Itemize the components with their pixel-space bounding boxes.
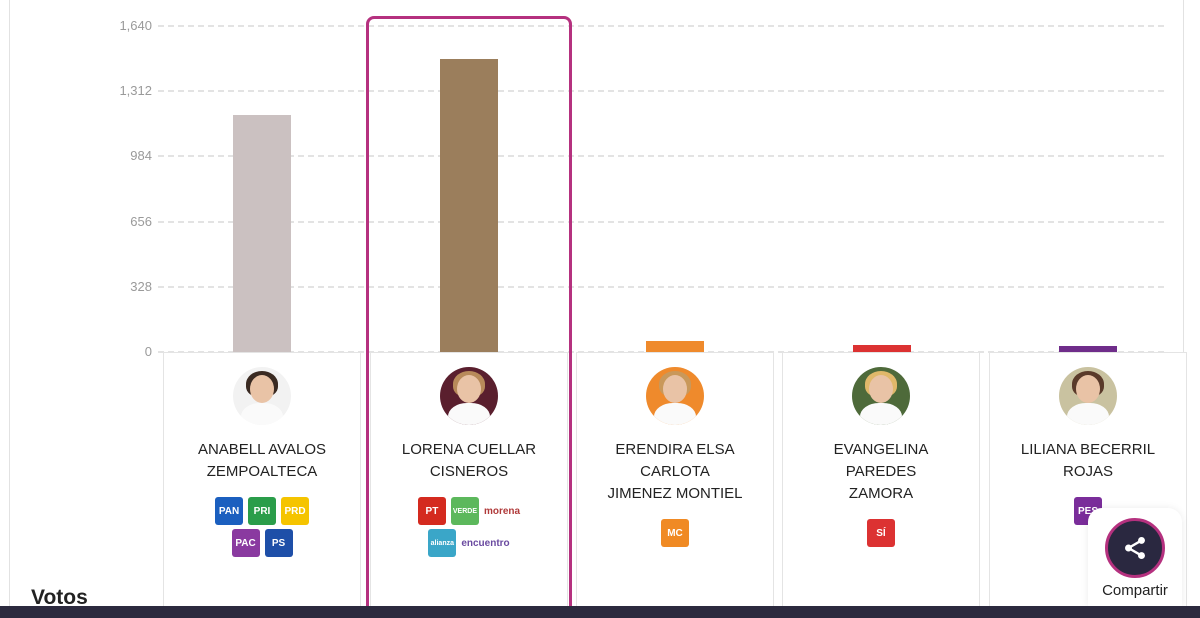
gridline [158, 90, 1164, 93]
gridline [158, 25, 1164, 27]
y-axis-tick-label: 984 [130, 148, 152, 164]
party-logo-pt: PT [417, 497, 446, 525]
share-icon [1125, 536, 1145, 560]
vote-bar[interactable] [233, 115, 291, 352]
party-logo-morena: morena [483, 505, 521, 517]
y-axis-tick-label: 1,640 [119, 18, 152, 33]
share-label: Compartir [1102, 582, 1168, 599]
party-logo-alianza: alianza [428, 529, 457, 557]
candidate-avatar [233, 367, 291, 425]
candidate-name: ANABELL AVALOS ZEMPOALTECA [164, 439, 360, 483]
candidate-name-line: ROJAS [1062, 463, 1113, 480]
candidate-avatar [646, 367, 704, 425]
party-logo-encuentro: encuentro [461, 537, 510, 549]
y-axis-tick-label: 0 [144, 344, 152, 359]
party-logo-s: SÍ [867, 519, 895, 547]
gridline [158, 155, 1164, 158]
party-logos: PAN PRI PRD PAC PS [164, 497, 360, 557]
candidate-name-line: CISNEROS [429, 463, 509, 480]
section-title-votos: Votos [31, 586, 88, 609]
party-logos: MC [577, 519, 773, 547]
candidate-name: LILIANA BECERRIL ROJAS [990, 439, 1186, 483]
vote-bar[interactable] [1059, 346, 1117, 352]
vote-bar[interactable] [646, 341, 704, 352]
party-logo-prd: PRD [281, 497, 309, 525]
y-axis-tick-label: 656 [130, 213, 152, 229]
candidate-name-line: CARLOTA [640, 463, 710, 480]
gridline [158, 220, 1164, 223]
share-widget: Compartir [1088, 508, 1182, 606]
party-logos: PT VERDE morena alianza encuentro [371, 497, 567, 557]
candidate-card[interactable]: ERENDIRA ELSA CARLOTA JIMENEZ MONTIEL MC [576, 352, 774, 606]
candidate-name: ERENDIRA ELSA CARLOTA JIMENEZ MONTIEL [577, 439, 773, 505]
candidate-name-line: ANABELL AVALOS [197, 441, 327, 458]
vote-bar[interactable] [853, 345, 911, 352]
party-logo-pan: PAN [215, 497, 243, 525]
candidate-name: LORENA CUELLAR CISNEROS [371, 439, 567, 483]
gridline [158, 285, 1164, 288]
y-axis-tick-label: 328 [130, 278, 152, 294]
candidate-name-line: ZAMORA [848, 485, 914, 502]
bottom-toolbar [0, 606, 1200, 618]
party-logo-pac: PAC [231, 529, 260, 557]
party-logo-pri: PRI [248, 497, 276, 525]
candidate-card[interactable]: ANABELL AVALOS ZEMPOALTECA PAN PRI PRD PAC PS [163, 352, 361, 606]
share-button[interactable] [1105, 518, 1165, 578]
candidate-name-line: LORENA CUELLAR [401, 441, 537, 458]
party-logo-ps: PS [264, 529, 293, 557]
candidate-avatar [1059, 367, 1117, 425]
candidate-name-line: LILIANA BECERRIL [1020, 441, 1156, 458]
candidate-name-line: ZEMPOALTECA [206, 463, 318, 480]
candidate-avatar [440, 367, 498, 425]
y-axis-tick-label: 1,312 [119, 83, 152, 99]
candidate-name: EVANGELINA PAREDES ZAMORA [783, 439, 979, 505]
candidate-avatar [852, 367, 910, 425]
candidate-card[interactable]: LORENA CUELLAR CISNEROS PT VERDE morena alian… [370, 352, 568, 606]
candidate-name-line: PAREDES [845, 463, 917, 480]
right-divider [1183, 0, 1184, 606]
party-logos: SÍ [783, 519, 979, 547]
party-logo-verde: VERDE [450, 497, 479, 525]
vote-bar[interactable] [440, 58, 498, 352]
party-logo-mc: MC [661, 519, 689, 547]
candidate-name-line: EVANGELINA [833, 441, 929, 458]
candidate-name-line: JIMENEZ MONTIEL [607, 485, 743, 502]
candidate-card[interactable]: EVANGELINA PAREDES ZAMORA SÍ [782, 352, 980, 606]
candidate-name-line: ERENDIRA ELSA [615, 441, 735, 458]
left-divider [9, 0, 10, 606]
